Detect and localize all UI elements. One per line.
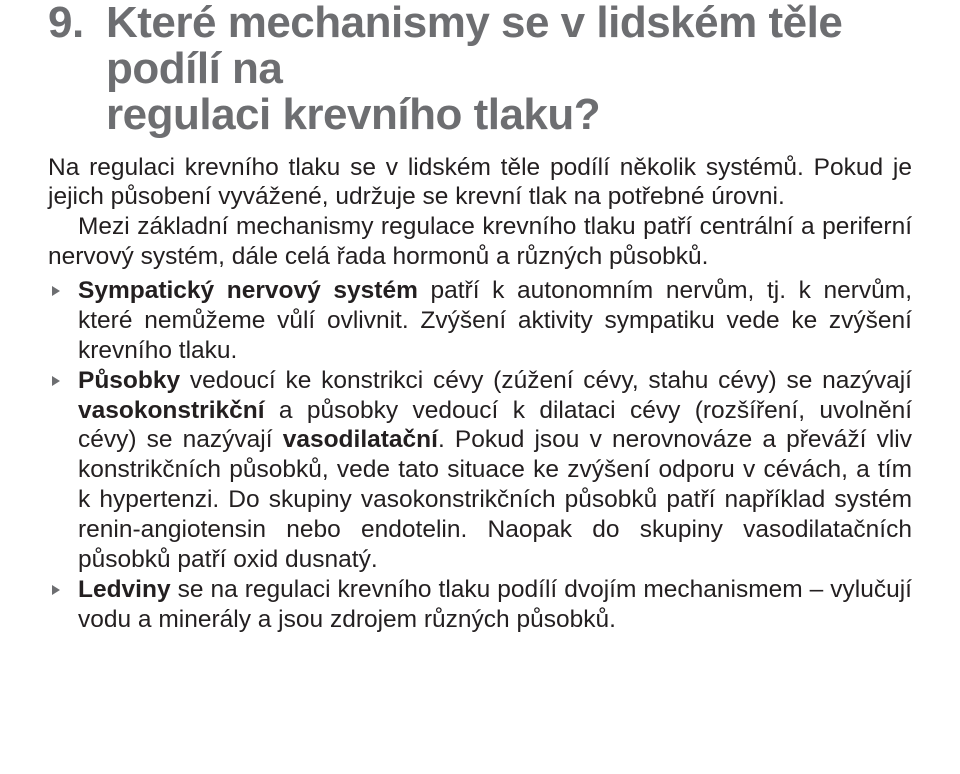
bullet2-bold2: vasokonstrikční [78,397,265,424]
bullet3-text1: se na regulaci krevního tlaku podílí dvo… [78,576,912,633]
question-title-line2: regulaci krevního tlaku? [106,90,600,139]
bullet2-text1: vedoucí ke konstrikci cévy (zúžení cévy,… [180,367,912,394]
intro-p2: Mezi základní mechanismy regulace krevní… [48,213,912,270]
bullet2-bold3: vasodilatační [283,426,438,453]
question-number: 9. [48,0,106,46]
question-title-line1: Které mechanismy se v lidském těle podíl… [106,0,842,93]
question-block: 9. Které mechanismy se v lidském těle po… [48,0,912,139]
page: 9. Které mechanismy se v lidském těle po… [0,0,960,635]
bullet-item-1: Sympatický nervový systém patří k autono… [48,276,912,366]
bullet1-bold1: Sympatický nervový systém [78,277,418,304]
intro-paragraphs: Na regulaci krevního tlaku se v lidském … [48,153,912,273]
bullet-item-3: Ledviny se na regulaci krevního tlaku po… [48,575,912,635]
question-title: Které mechanismy se v lidském těle podíl… [106,0,912,139]
bullet2-bold1: Působky [78,367,180,394]
bullet-list: Sympatický nervový systém patří k autono… [48,276,912,635]
bullet-item-2: Působky vedoucí ke konstrikci cévy (zúže… [48,366,912,575]
intro-p1: Na regulaci krevního tlaku se v lidském … [48,154,912,211]
bullet3-bold1: Ledviny [78,576,171,603]
